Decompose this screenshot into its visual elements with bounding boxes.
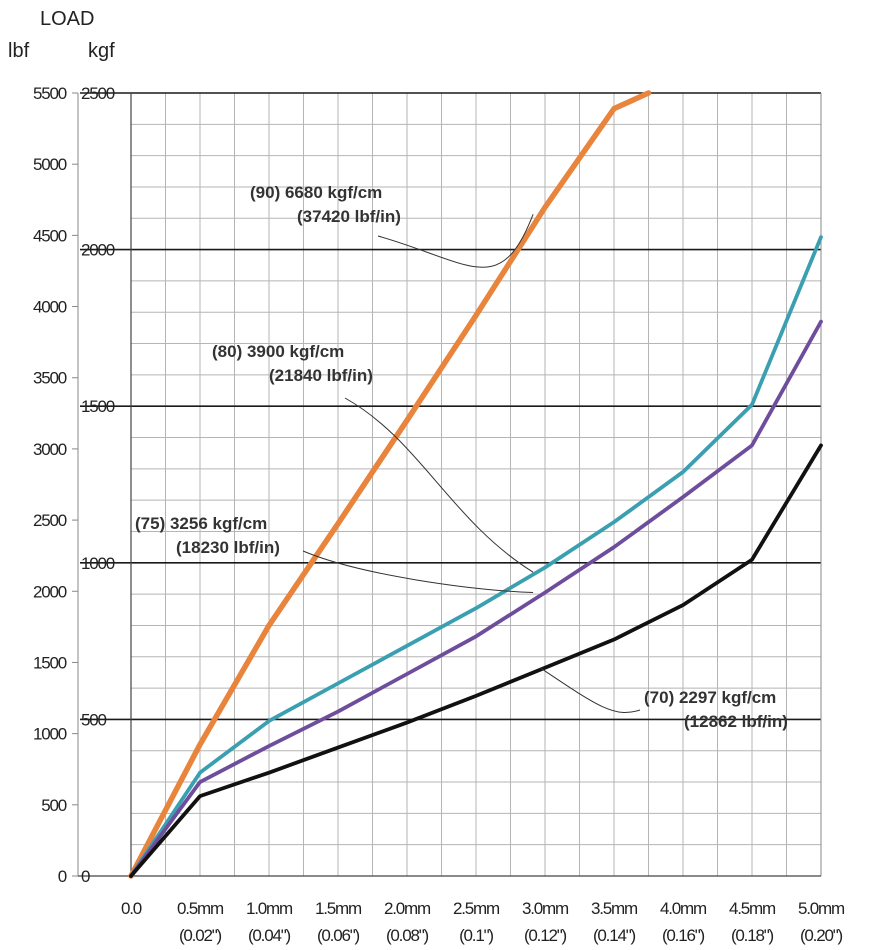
x-tick-label-in: (0.14") — [593, 926, 636, 945]
series-line-2 — [129, 235, 823, 878]
x-tick-label-in: (0.16") — [662, 926, 705, 945]
series-lines — [128, 90, 823, 879]
annotation-75-line2: (18230 lbf/in) — [176, 538, 280, 557]
y-axis-title: LOAD — [40, 8, 94, 30]
x-tick-label-in: (0.12") — [524, 926, 567, 945]
lbf-tick-label: 500 — [41, 796, 67, 815]
lbf-tick-label: 3500 — [33, 369, 67, 388]
x-tick-label-mm: 2.0mm — [384, 899, 431, 918]
lbf-tick-label: 5500 — [33, 84, 67, 103]
kgf-tick-label: 2500 — [81, 84, 115, 103]
y-unit-kgf: kgf — [88, 40, 115, 62]
lbf-tick-label: 0 — [58, 867, 67, 886]
annotation-70-line1: (70) 2297 kgf/cm — [644, 688, 776, 707]
axes — [72, 92, 822, 877]
kgf-tick-label: 1500 — [81, 397, 115, 416]
tick-labels: 0500100015002000250030003500400045005000… — [33, 84, 846, 945]
x-tick-label-in: (0.04") — [248, 926, 291, 945]
x-tick-label-mm: 1.0mm — [246, 899, 293, 918]
x-tick-label-mm: 0.0 — [121, 899, 142, 918]
x-tick-label-mm: 3.0mm — [522, 899, 569, 918]
x-tick-label-mm: 5.0mm — [798, 899, 845, 918]
lbf-tick-label: 1500 — [33, 653, 67, 672]
x-tick-label-in: (0.08") — [386, 926, 429, 945]
x-tick-label-in: (0.06") — [317, 926, 360, 945]
x-tick-label-in: (0.20") — [800, 926, 843, 945]
annotation-90-line1: (90) 6680 kgf/cm — [250, 183, 382, 202]
leader-80 — [344, 397, 534, 573]
kgf-tick-label: 1000 — [81, 554, 115, 573]
annotation-75-line1: (75) 3256 kgf/cm — [135, 514, 267, 533]
annotation-leaders — [302, 214, 641, 714]
x-tick-label-mm: 4.5mm — [729, 899, 776, 918]
lbf-tick-label: 4000 — [33, 298, 67, 317]
x-tick-label-in: (0.18") — [731, 926, 774, 945]
x-tick-label-mm: 4.0mm — [660, 899, 707, 918]
series-line-1 — [128, 90, 652, 879]
leader-75 — [302, 550, 534, 594]
series-line-3 — [129, 319, 823, 878]
kgf-tick-label: 2000 — [81, 241, 115, 260]
kgf-tick-label: 0 — [81, 867, 90, 886]
lbf-tick-label: 1000 — [33, 725, 67, 744]
annotation-70-line2: (12862 lbf/in) — [684, 712, 788, 731]
y-unit-lbf: lbf — [8, 40, 30, 62]
lbf-tick-label: 2000 — [33, 582, 67, 601]
annotation-80-line1: (80) 3900 kgf/cm — [212, 342, 344, 361]
lbf-tick-label: 2500 — [33, 511, 67, 530]
lbf-tick-label: 3000 — [33, 440, 67, 459]
x-tick-label-in: (0.1") — [459, 926, 493, 945]
leader-90 — [377, 214, 534, 268]
x-tick-label-mm: 3.5mm — [591, 899, 638, 918]
x-tick-label-mm: 2.5mm — [453, 899, 500, 918]
kgf-tick-label: 500 — [81, 710, 107, 729]
annotation-80-line2: (21840 lbf/in) — [269, 366, 373, 385]
lbf-tick-label: 4500 — [33, 226, 67, 245]
series-line-4 — [129, 443, 823, 878]
annotation-90-line2: (37420 lbf/in) — [297, 207, 401, 226]
lbf-tick-label: 5000 — [33, 155, 67, 174]
x-tick-label-mm: 0.5mm — [177, 899, 224, 918]
x-tick-label-in: (0.02") — [179, 926, 222, 945]
x-tick-label-mm: 1.5mm — [315, 899, 362, 918]
leader-70 — [539, 667, 641, 714]
